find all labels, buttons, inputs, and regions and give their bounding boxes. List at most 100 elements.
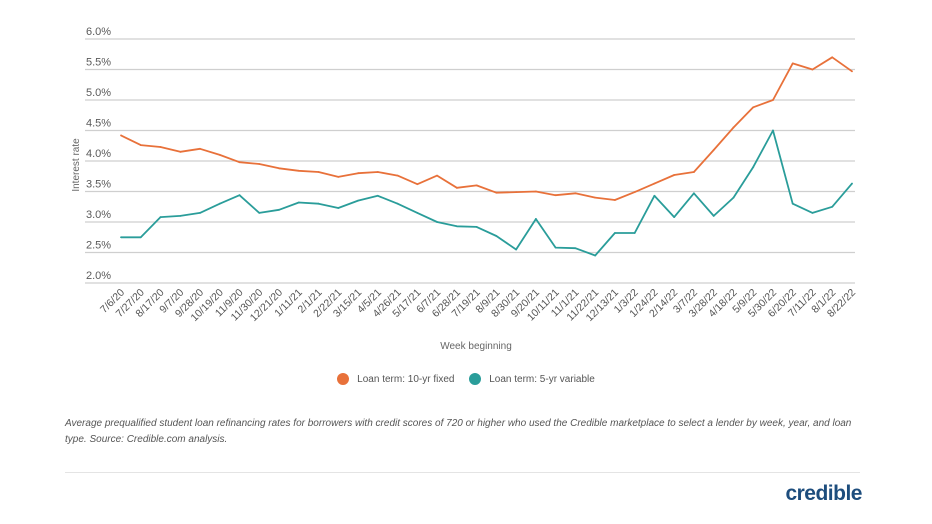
series-line-5yr-variable [121, 129, 853, 257]
data-point [455, 186, 458, 189]
data-point [673, 216, 676, 219]
data-point [515, 248, 518, 251]
data-point [475, 225, 478, 228]
data-point [495, 235, 498, 237]
data-point [159, 146, 162, 148]
data-point [693, 192, 695, 195]
y-tick-label: 5.5% [86, 57, 111, 69]
data-point [218, 202, 221, 205]
x-axis-title: Week beginning [440, 341, 512, 352]
data-point [732, 126, 735, 129]
data-point [515, 191, 518, 194]
legend-item-5yr-variable[interactable]: Loan term: 5-yr variable [469, 373, 595, 385]
y-tick-label: 2.5% [86, 240, 111, 252]
y-tick-label: 6.0% [86, 26, 111, 38]
data-point [653, 194, 656, 197]
y-axis-title: Interest rate [71, 138, 82, 192]
data-point [614, 232, 616, 234]
data-point [693, 171, 695, 173]
data-point [534, 218, 537, 220]
y-tick-label: 4.0% [86, 148, 111, 160]
credible-logo: credible [785, 482, 862, 505]
divider [65, 472, 860, 473]
data-point [199, 211, 201, 214]
data-point [732, 196, 735, 199]
data-point [495, 191, 498, 194]
data-point [594, 254, 597, 257]
data-point [712, 215, 715, 217]
data-point [772, 129, 774, 132]
data-point [416, 183, 419, 186]
data-point [633, 191, 636, 194]
y-tick-label: 3.5% [86, 179, 111, 191]
data-point [120, 236, 122, 239]
data-point [357, 199, 359, 202]
legend-item-10yr-fixed[interactable]: Loan term: 10-yr fixed [337, 373, 454, 385]
data-point [851, 182, 853, 185]
y-tick-label: 3.0% [86, 209, 111, 221]
data-point [317, 202, 320, 205]
data-point [752, 106, 755, 109]
data-point [673, 174, 676, 176]
y-tick-label: 2.0% [86, 270, 111, 282]
teal-dot-icon [469, 373, 482, 385]
data-point [574, 192, 577, 195]
data-point [455, 225, 458, 228]
line-chart: 2.0%2.5%3.0%3.5%4.0%4.5%5.0%5.5%6.0% 7/6… [71, 26, 858, 352]
data-point [752, 166, 755, 169]
data-point [851, 70, 853, 73]
data-point [218, 154, 221, 156]
data-point [376, 194, 379, 197]
data-point [258, 163, 261, 165]
data-point [831, 205, 834, 208]
data-point [139, 144, 142, 147]
data-point [554, 246, 557, 249]
legend: Loan term: 10-yr fixed Loan term: 5-yr v… [0, 373, 932, 388]
data-point [179, 215, 182, 217]
data-point [238, 161, 241, 164]
data-point [712, 149, 715, 151]
data-point [120, 134, 122, 137]
data-point [297, 169, 300, 172]
data-point [811, 211, 814, 214]
data-point [337, 207, 340, 209]
data-point [614, 199, 616, 201]
data-point [791, 62, 794, 65]
data-point [297, 201, 300, 204]
data-point [811, 68, 814, 71]
data-point [317, 171, 320, 173]
y-tick-label: 4.5% [86, 118, 111, 130]
data-point [653, 182, 656, 185]
data-point [772, 99, 774, 101]
series-line-10yr-fixed [120, 56, 853, 201]
data-point [831, 56, 834, 59]
data-point [396, 174, 399, 177]
data-point [416, 211, 419, 214]
legend-label: Loan term: 10-yr fixed [357, 373, 455, 385]
data-point [159, 216, 162, 219]
data-point [594, 196, 597, 199]
data-point [475, 184, 478, 187]
data-point [238, 194, 241, 197]
orange-dot-icon [337, 373, 350, 385]
data-point [534, 190, 537, 193]
legend-label: Loan term: 5-yr variable [489, 373, 595, 385]
data-point [633, 232, 636, 234]
chart-caption: Average prequalified student loan refina… [65, 418, 852, 445]
data-point [278, 167, 280, 170]
data-point [376, 171, 379, 173]
data-point [278, 208, 280, 211]
data-point [436, 174, 439, 177]
data-point [436, 221, 439, 223]
data-point [791, 202, 794, 205]
data-point [574, 247, 577, 250]
data-point [258, 211, 261, 214]
data-point [554, 194, 557, 197]
data-point [179, 150, 182, 153]
data-point [396, 202, 399, 205]
data-point [199, 147, 201, 150]
data-point [139, 236, 142, 239]
data-point [357, 172, 359, 175]
y-tick-label: 5.0% [86, 87, 111, 99]
